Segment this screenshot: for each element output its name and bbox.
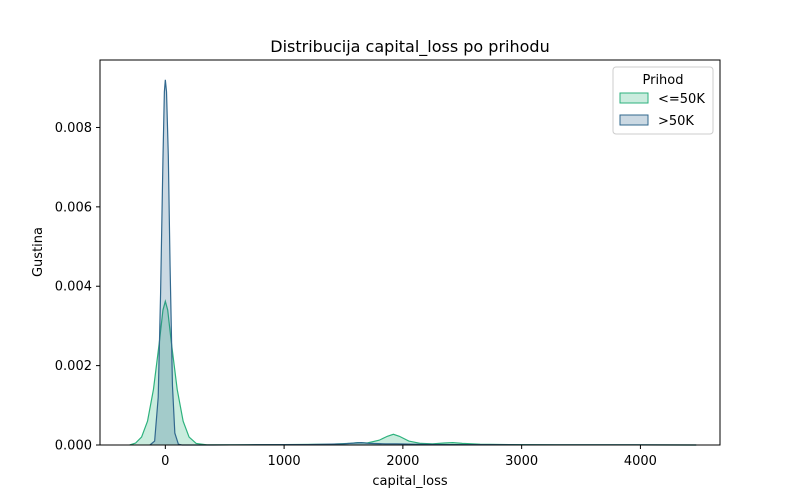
chart-title: Distribucija capital_loss po prihodu	[270, 37, 549, 57]
x-tick-label: 4000	[624, 454, 657, 469]
density-area-le50k	[129, 301, 697, 445]
series-layer	[129, 79, 697, 446]
density-line-gt50k	[149, 79, 697, 446]
y-tick-label: 0.002	[55, 359, 92, 374]
legend-swatch	[619, 114, 649, 126]
x-tick-label: 3000	[505, 454, 538, 469]
legend: Prihod <=50K >50K	[612, 66, 714, 135]
legend-label: <=50K	[658, 92, 705, 107]
plot-frame	[99, 59, 721, 446]
y-tick-label: 0.000	[55, 439, 92, 454]
x-axis-title: capital_loss	[372, 474, 447, 489]
density-area-gt50k	[149, 79, 697, 445]
y-tick-label: 0.006	[55, 200, 92, 215]
x-tick-label: 2000	[386, 454, 419, 469]
density-line-le50k	[129, 299, 697, 446]
legend-swatch	[619, 92, 649, 104]
legend-label: >50K	[658, 114, 694, 129]
y-tick-label: 0.004	[55, 280, 92, 295]
x-tick-label: 1000	[268, 454, 301, 469]
y-tick-label: 0.008	[55, 121, 92, 136]
x-axis: 0 1000 2000 3000 4000	[161, 445, 657, 469]
legend-title: Prihod	[642, 73, 683, 88]
legend-box	[612, 66, 714, 135]
x-tick-label: 0	[161, 454, 169, 469]
y-axis: 0.000 0.002 0.004 0.006 0.008	[55, 121, 100, 454]
y-axis-title: Gustina	[31, 227, 46, 277]
